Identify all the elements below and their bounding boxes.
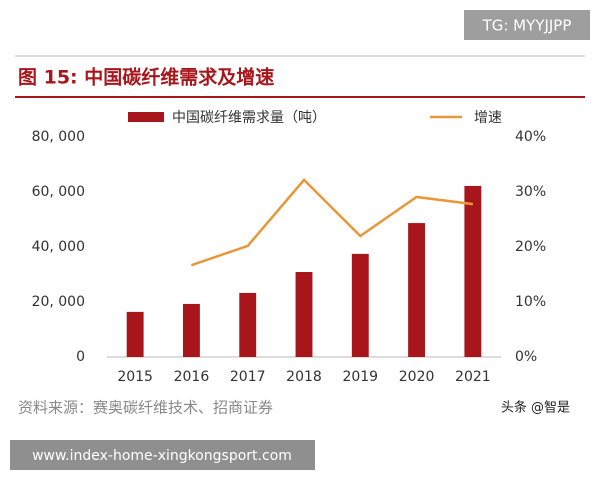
watermark: 头条 @智是 [501, 400, 570, 416]
y2-tick-label: 40% [515, 129, 546, 145]
x-tick-label: 2019 [342, 369, 378, 385]
tag-text: TG: MYYJJPP [482, 17, 572, 35]
y-tick-label: 40, 000 [32, 239, 85, 255]
chart-title: 图 15: 中国碳纤维需求及增速 [18, 66, 274, 89]
line-series [191, 178, 474, 267]
source-note: 资料来源：赛奥碳纤维技术、招商证券 [18, 399, 273, 417]
y2-tick-label: 10% [515, 294, 546, 310]
x-tick-label: 2016 [174, 369, 210, 385]
y2-tick-label: 0% [515, 349, 537, 365]
y-tick-label: 80, 000 [32, 129, 85, 145]
url-box [10, 440, 315, 470]
x-tick-label: 2021 [455, 369, 491, 385]
bar [239, 292, 257, 357]
tag-box [464, 10, 590, 40]
legend-label: 增速 [474, 110, 502, 126]
y-tick-label: 0 [76, 349, 85, 365]
y-tick-label: 60, 000 [32, 184, 85, 200]
x-tick-label: 2017 [230, 369, 266, 385]
bar [464, 185, 482, 357]
x-tick-label: 2015 [117, 369, 153, 385]
url-text: www.index-home-xingkongsport.com [32, 448, 292, 464]
bar [295, 272, 313, 357]
y-tick-label: 20, 000 [32, 294, 85, 310]
bar [408, 223, 426, 357]
x-tick-label: 2020 [399, 369, 435, 385]
legend-label: 中国碳纤维需求量（吨） [172, 110, 326, 126]
x-tick-label: 2018 [286, 369, 322, 385]
legend-swatch [128, 112, 164, 122]
bar [126, 311, 144, 357]
y2-tick-label: 20% [515, 239, 546, 255]
bar [182, 303, 200, 357]
y2-tick-label: 30% [515, 184, 546, 200]
bar [351, 253, 369, 357]
